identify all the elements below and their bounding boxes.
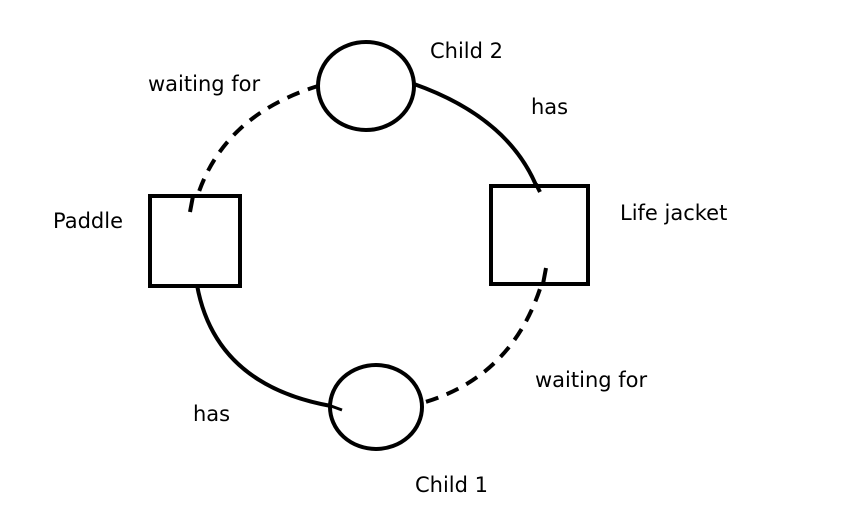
child1-label: Child 1 [415,473,488,497]
child1-node [328,363,424,451]
edge-label-waiting-top: waiting for [148,72,261,96]
edge-child2-has-lifejacket [413,82,540,191]
paddle-label: Paddle [53,209,123,233]
edge-label-has-top: has [531,95,568,119]
edge-paddle-waiting-child2 [191,84,319,213]
stub-child1-has [330,404,343,412]
life-jacket-label: Life jacket [620,201,727,225]
edge-label-has-bottom: has [193,402,230,426]
child2-node [316,40,416,132]
stub-lifejacket-waiting [541,267,548,285]
life-jacket-node [489,184,590,286]
paddle-node [148,194,242,288]
child2-label: Child 2 [430,39,503,63]
stub-child2-has [534,183,542,193]
edge-label-waiting-bottom: waiting for [535,368,648,392]
edge-child1-has-paddle [195,284,332,408]
edge-lifejacket-waiting-child1 [421,267,548,405]
stub-paddle-waiting [188,195,195,213]
